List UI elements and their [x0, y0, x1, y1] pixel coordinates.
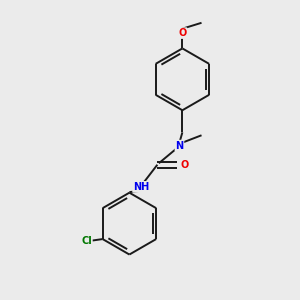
Text: Cl: Cl — [81, 236, 92, 245]
Text: O: O — [180, 160, 189, 170]
Text: N: N — [176, 141, 184, 151]
Text: NH: NH — [133, 182, 149, 192]
Text: O: O — [178, 28, 187, 38]
